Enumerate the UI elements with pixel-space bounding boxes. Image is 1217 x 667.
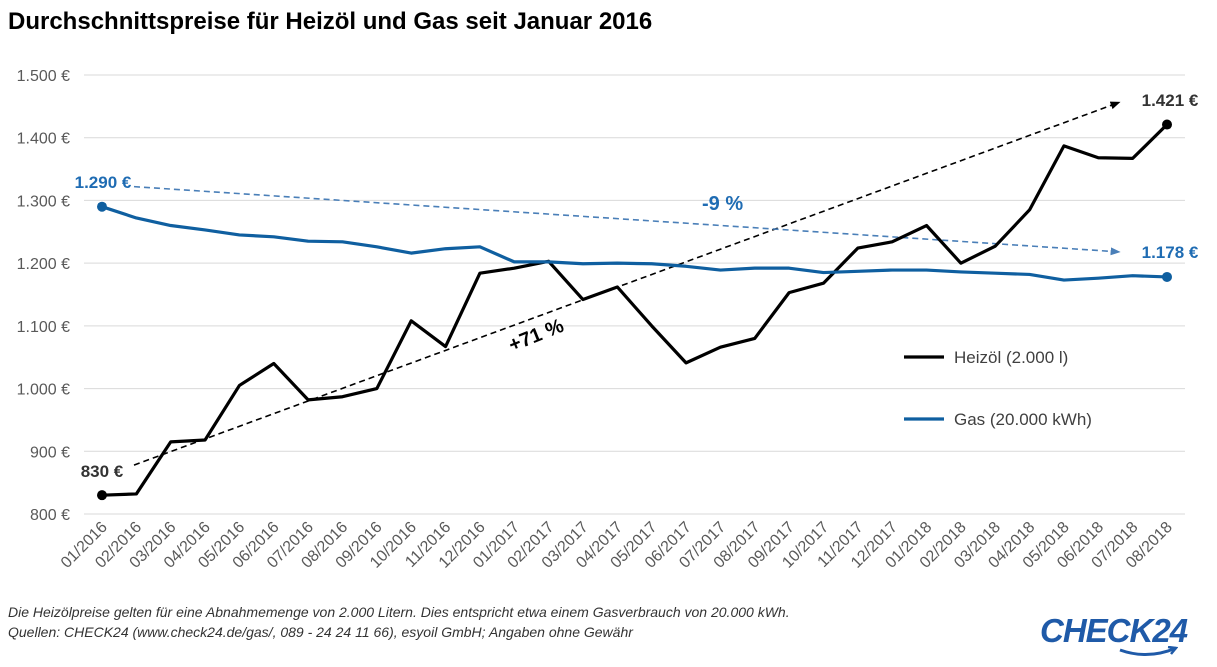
y-tick-label: 1.000 € [17, 382, 70, 399]
check24-logo: CHECK24 [1040, 612, 1188, 649]
endpoint-marker [1162, 119, 1172, 130]
footnote-sources: Quellen: CHECK24 (www.check24.de/gas/, 0… [8, 624, 633, 640]
y-axis-labels: 800 € 900 € 1.000 € 1.100 € 1.200 € 1.300 € 1.… [17, 68, 70, 524]
y-tick-label: 1.400 € [17, 131, 70, 148]
trend-line [133, 185, 1121, 256]
footnote-volume: Die Heizölpreise gelten für eine Abnahme… [8, 604, 790, 620]
trend-label-heizoel: +71 % [506, 315, 568, 357]
endpoint-marker [1162, 271, 1172, 282]
y-tick-label: 1.300 € [17, 193, 70, 210]
legend-label: Gas (20.000 kWh) [954, 410, 1092, 429]
logo-swoosh-icon [1119, 646, 1178, 656]
series-line-heizoel [101, 123, 1169, 497]
trend-line [133, 101, 1121, 466]
label-gas-start: 1.290 € [75, 173, 132, 192]
y-tick-label: 1.200 € [17, 256, 70, 273]
label-heizoel-end: 1.421 € [1142, 91, 1199, 110]
label-gas-end: 1.178 € [1142, 243, 1199, 262]
endpoint-marker [97, 490, 107, 501]
chart-title: Durchschnittspreise für Heizöl und Gas s… [8, 8, 653, 35]
y-tick-label: 1.100 € [17, 319, 70, 336]
x-axis-labels: 01/201602/201603/201604/201605/201606/20… [58, 519, 1176, 572]
legend: Heizöl (2.000 l) Gas (20.000 kWh) [904, 348, 1092, 429]
y-tick-label: 900 € [30, 444, 70, 461]
endpoint-marker [97, 201, 107, 212]
y-tick-label: 800 € [30, 507, 70, 524]
legend-label: Heizöl (2.000 l) [954, 348, 1068, 367]
grid-layer [84, 74, 1185, 515]
label-heizoel-start: 830 € [81, 462, 124, 481]
y-tick-label: 1.500 € [17, 68, 70, 85]
series-lines [97, 119, 1172, 501]
data-labels: 830 € 1.421 € 1.290 € 1.178 € [75, 91, 1199, 481]
series-line-gas [101, 205, 1168, 282]
trend-label-gas: -9 % [702, 193, 743, 215]
